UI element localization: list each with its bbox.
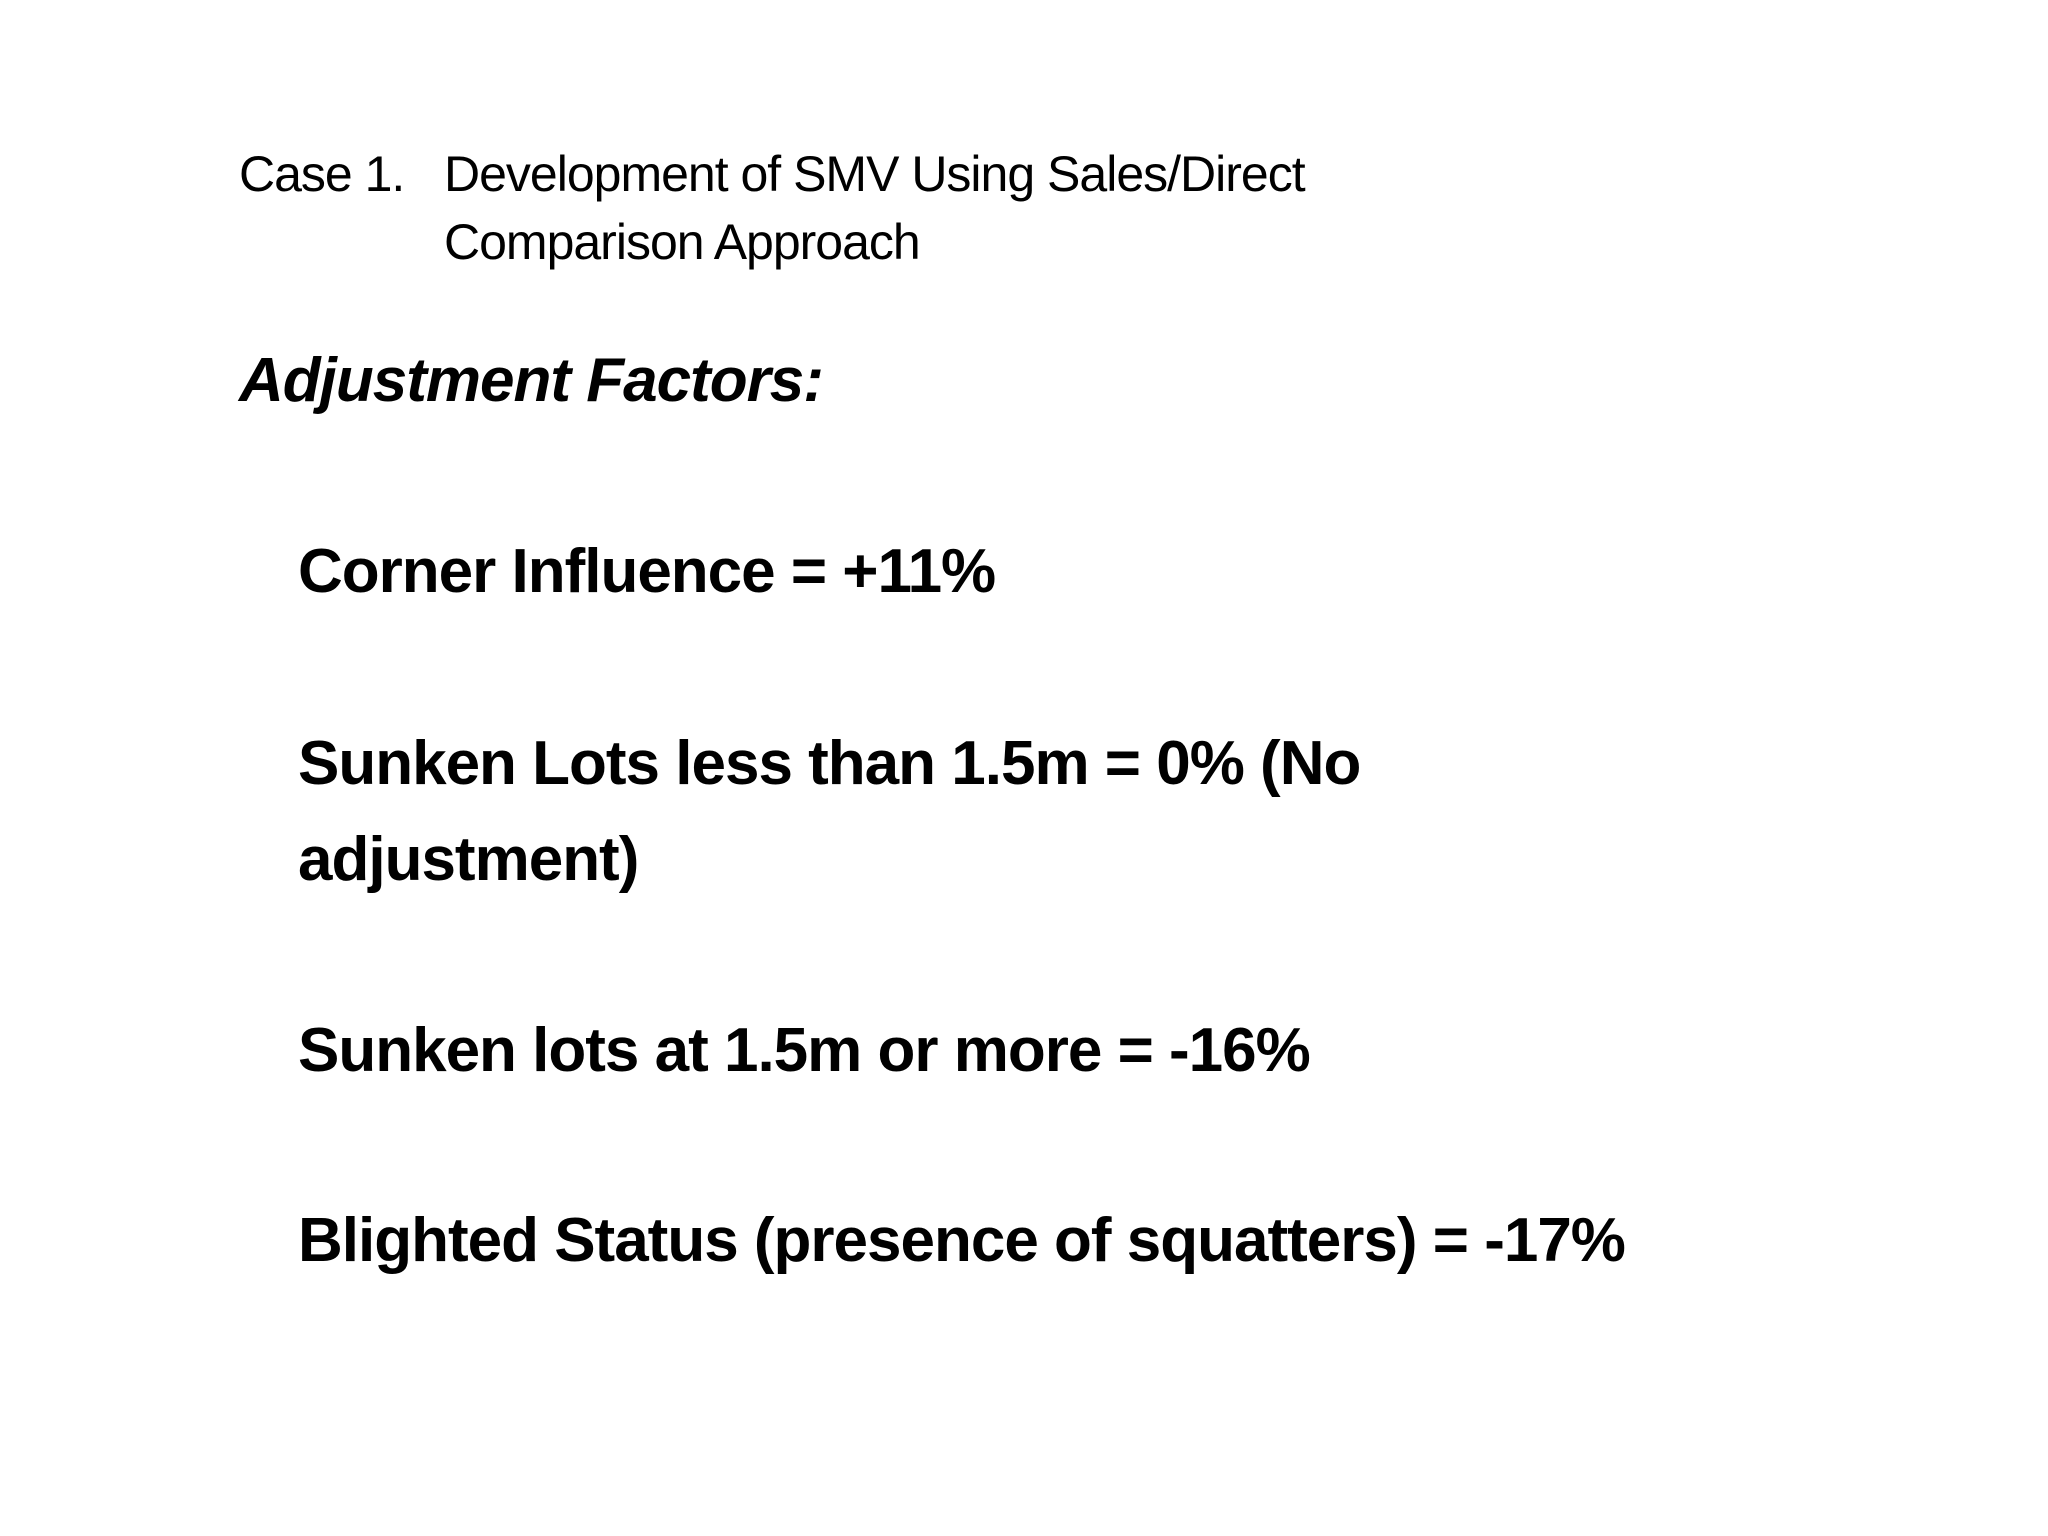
factor-item: Corner Influence = +11% (298, 537, 996, 606)
title-text: Development of SMV Using Sales/Direct Co… (444, 146, 1306, 270)
factor-item: Sunken Lots less than 1.5m = 0% (No adju… (298, 729, 1361, 894)
heading: Adjustment Factors: (239, 346, 824, 415)
slide-title: Case 1. Development of SMV Using Sales/D… (239, 140, 1484, 276)
factor-item: Blighted Status (presence of squatters) … (298, 1206, 1626, 1275)
title-label: Case 1. (239, 146, 405, 202)
factor-item: Sunken lots at 1.5m or more = -16% (298, 1016, 1311, 1085)
